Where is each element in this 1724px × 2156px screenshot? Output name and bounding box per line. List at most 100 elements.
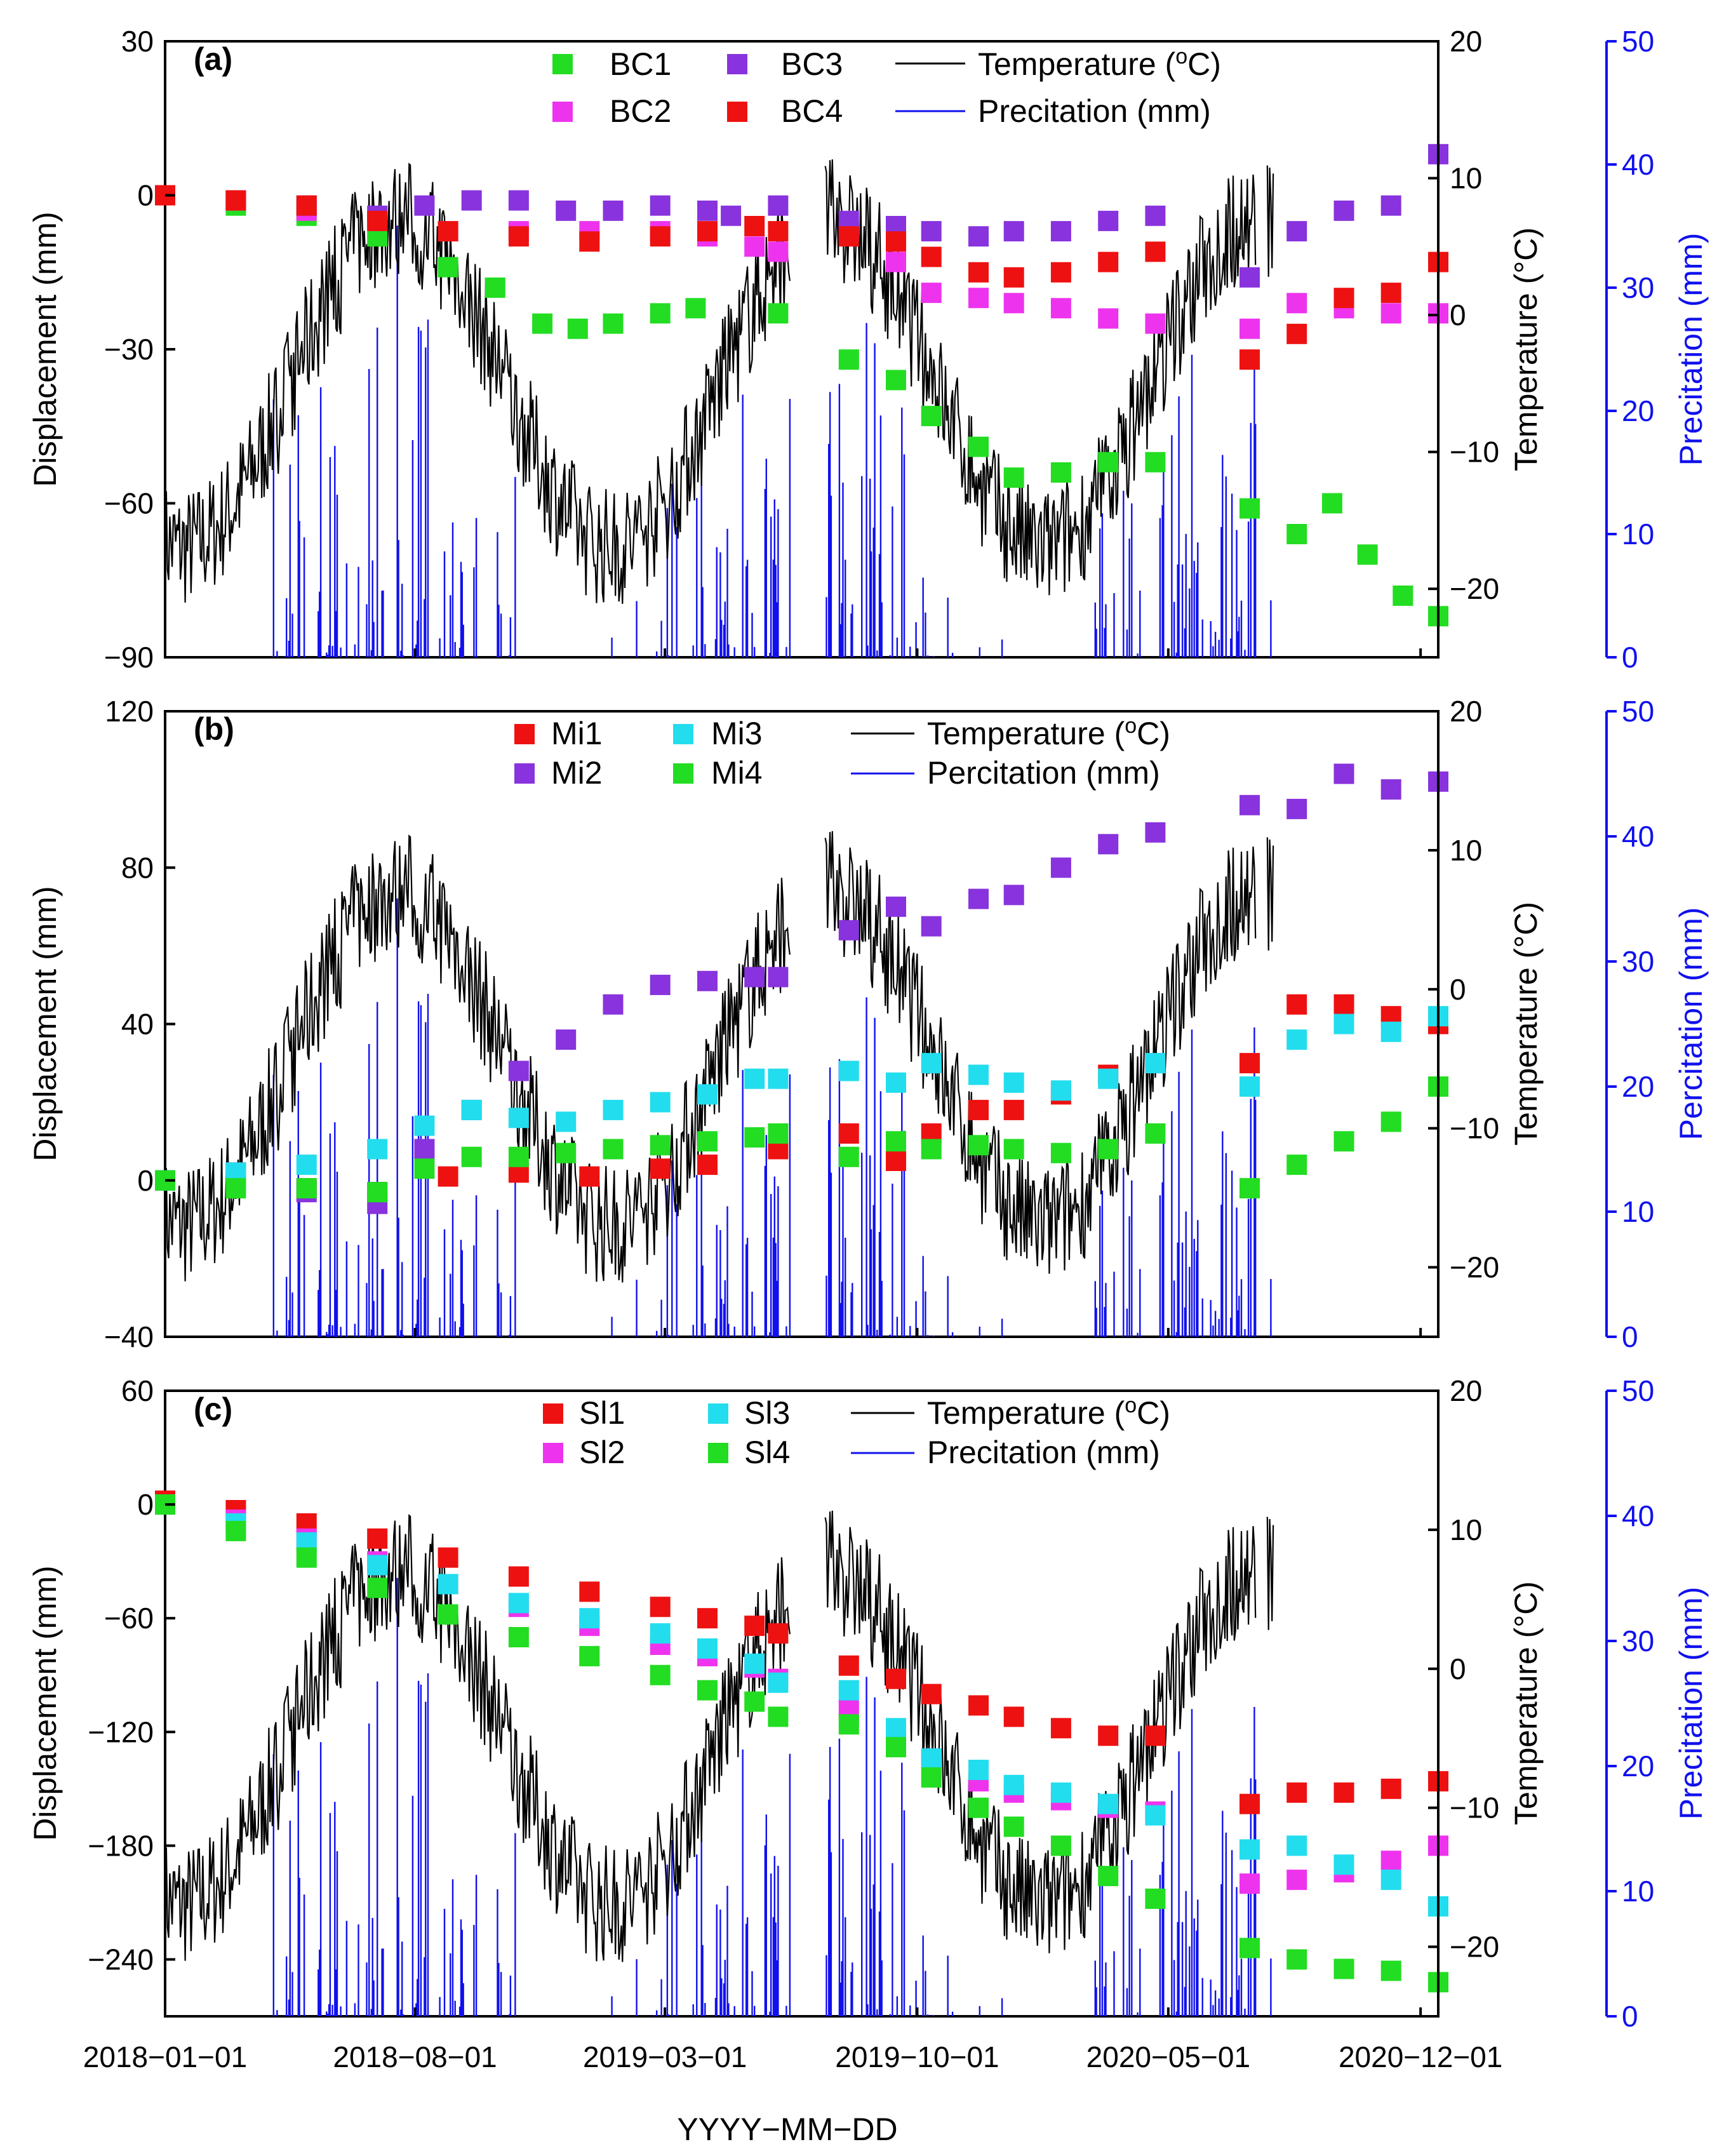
data-point <box>1333 200 1354 221</box>
y3-tick-label: 20 <box>1622 394 1654 427</box>
data-point <box>744 967 765 988</box>
legend-marker-mi3 <box>673 724 693 744</box>
legend-label-bc1: BC1 <box>610 46 671 82</box>
legend-a: BC1 BC2 BC3 BC4 Temperature (oC) Precita… <box>552 44 1221 129</box>
legend-label-sl3: Sl3 <box>744 1395 790 1431</box>
data-point <box>367 1555 388 1576</box>
data-point <box>461 1099 482 1120</box>
y2-tick-label: −20 <box>1450 1251 1499 1284</box>
data-point <box>1380 1111 1401 1132</box>
panel-label-a: (a) <box>194 41 232 77</box>
data-point <box>886 231 906 252</box>
y3-tick-label: 50 <box>1622 25 1654 58</box>
legend-label-sl4: Sl4 <box>744 1435 790 1470</box>
data-point <box>697 200 718 221</box>
data-point <box>768 303 789 324</box>
y3-tick-label: 10 <box>1622 1875 1654 1908</box>
y2-tick-label: −20 <box>1450 1931 1499 1964</box>
data-point <box>1240 1178 1260 1199</box>
data-point <box>886 1737 906 1758</box>
y3-axis-label-b: Percitation (mm) <box>1673 907 1709 1141</box>
data-point <box>603 1139 624 1160</box>
y2-tick-label: 10 <box>1450 162 1482 195</box>
data-point <box>1240 267 1260 288</box>
y3-tick-label: 40 <box>1622 1499 1654 1532</box>
legend-marker-bc4 <box>727 102 747 122</box>
legend-label-mi4: Mi4 <box>711 755 763 791</box>
y2-axis-a: 20 10 0 −10 −20 <box>1428 25 1499 657</box>
data-point <box>438 1604 458 1625</box>
data-point <box>367 1182 388 1203</box>
data-point <box>1240 1873 1260 1894</box>
data-point <box>968 1695 989 1716</box>
data-point <box>744 1691 765 1712</box>
data-point <box>744 1653 765 1674</box>
legend-label-temperature-a: Temperature (oC) <box>978 44 1221 82</box>
data-point <box>1050 1718 1071 1739</box>
data-point <box>886 1668 906 1689</box>
data-point <box>1286 994 1307 1015</box>
y3-tick-label: 30 <box>1622 945 1654 978</box>
data-point <box>1380 283 1401 304</box>
data-point <box>1333 1131 1354 1152</box>
x-tick-label: 2020−12−01 <box>1339 2040 1502 2073</box>
data-point <box>838 1146 859 1167</box>
data-point <box>768 1706 789 1727</box>
y2-tick-label: −20 <box>1450 572 1499 605</box>
data-point <box>1380 1870 1401 1891</box>
data-point <box>296 1547 317 1568</box>
data-point <box>650 1092 671 1113</box>
data-point <box>603 1099 624 1120</box>
data-point <box>556 1111 577 1132</box>
data-point <box>921 1767 942 1788</box>
y2-tick-label: 20 <box>1450 25 1482 58</box>
legend-label-bc2: BC2 <box>610 93 671 129</box>
data-point <box>1393 586 1413 606</box>
data-point <box>438 221 458 242</box>
precipitation-series <box>272 1577 1272 2016</box>
data-point <box>650 303 671 324</box>
data-point <box>1333 288 1354 309</box>
data-point <box>1003 221 1024 242</box>
y3-tick-label: 40 <box>1622 820 1654 853</box>
data-point <box>1050 221 1071 242</box>
x-tick-label: 2018−01−01 <box>83 2040 247 2073</box>
data-point <box>1145 452 1166 472</box>
data-point <box>838 1655 859 1676</box>
data-point <box>1240 349 1260 370</box>
data-point <box>886 1072 906 1093</box>
y3-tick-label: 0 <box>1622 1320 1638 1353</box>
data-point <box>768 967 789 988</box>
y-ticks-c: 60 0 −60 −120 −180 −240 <box>88 1374 175 1976</box>
data-point <box>1145 1053 1166 1074</box>
y-tick-label: −180 <box>88 1829 154 1862</box>
data-point <box>685 298 706 319</box>
data-point <box>921 283 942 304</box>
y2-axis-c: 20 10 0 −10 −20 <box>1428 1374 1499 2016</box>
temperature-series <box>164 1510 1274 1962</box>
data-point <box>768 1623 789 1644</box>
data-point <box>1098 210 1119 231</box>
y3-axis-a: 50 40 30 20 10 0 <box>1605 25 1654 674</box>
data-point <box>1380 1851 1401 1871</box>
data-point <box>414 1158 435 1179</box>
data-point <box>1380 1778 1401 1799</box>
y2-tick-label: 10 <box>1450 834 1482 867</box>
precipitation-series <box>272 225 1272 657</box>
data-point <box>1240 794 1260 815</box>
data-point <box>697 1638 718 1659</box>
y2-axis-b: 20 10 0 −10 −20 <box>1428 695 1499 1337</box>
data-point <box>886 1131 906 1152</box>
y3-tick-label: 30 <box>1622 1624 1654 1657</box>
data-point <box>508 1108 529 1128</box>
data-point <box>484 278 505 298</box>
data-point <box>556 1029 577 1050</box>
y2-axis-label-a: Temperature (°C) <box>1508 227 1544 471</box>
y-tick-label: 80 <box>121 851 154 884</box>
y-tick-label: −60 <box>104 1602 154 1635</box>
plot-frame-a <box>164 40 1440 659</box>
data-point <box>225 190 246 211</box>
data-point <box>1050 262 1071 283</box>
series-mi4 <box>155 1076 1448 1203</box>
